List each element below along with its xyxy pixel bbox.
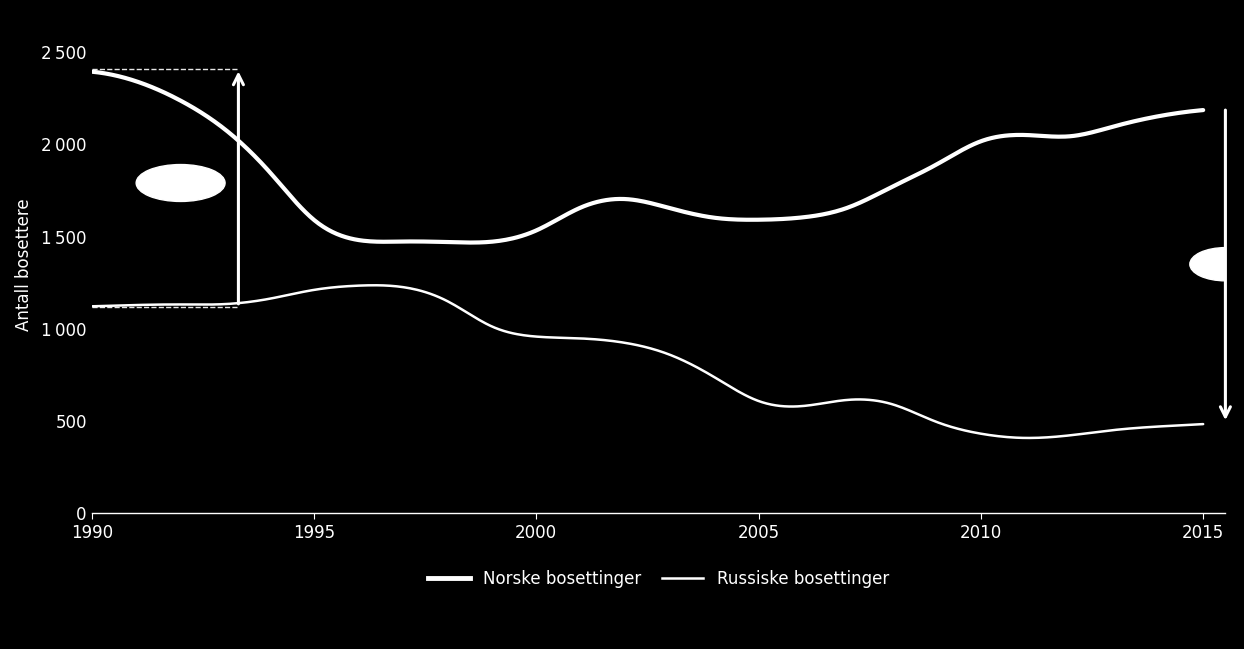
Ellipse shape xyxy=(136,165,225,201)
Y-axis label: Antall bosettere: Antall bosettere xyxy=(15,198,34,330)
Ellipse shape xyxy=(1189,248,1244,281)
Legend: Norske bosettinger, Russiske bosettinger: Norske bosettinger, Russiske bosettinger xyxy=(422,563,896,595)
